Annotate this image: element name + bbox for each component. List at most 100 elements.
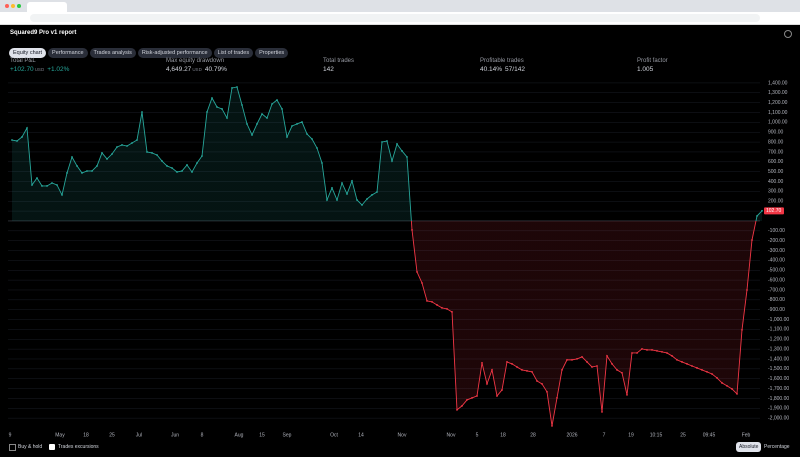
equity-point <box>246 123 248 125</box>
equity-point <box>181 170 183 172</box>
equity-point <box>156 154 158 156</box>
equity-point <box>71 156 73 158</box>
equity-point <box>646 349 648 351</box>
y-tick-label: 700.00 <box>768 149 784 155</box>
tab[interactable]: Risk-adjusted performance <box>137 48 212 58</box>
tab[interactable]: Trades analysis <box>89 48 136 58</box>
equity-point <box>81 172 83 174</box>
equity-point <box>416 271 418 273</box>
url-field[interactable] <box>30 14 760 22</box>
tab[interactable]: Properties <box>255 48 289 58</box>
window-max[interactable] <box>17 4 21 8</box>
settings-icon[interactable] <box>784 30 792 38</box>
equity-point <box>361 204 363 206</box>
x-tick-label: 10:15 <box>650 432 663 438</box>
equity-point <box>166 165 168 167</box>
button[interactable]: Percentage <box>764 444 790 450</box>
y-tick-label: -1,900.00 <box>768 406 789 412</box>
checkbox[interactable] <box>9 444 16 451</box>
equity-point <box>441 307 443 309</box>
extra: 40.79% <box>204 66 227 73</box>
equity-point <box>241 104 243 106</box>
equity-point <box>751 239 753 241</box>
x-tick-label: 25 <box>109 432 115 438</box>
y-tick-label: 500.00 <box>768 169 784 175</box>
equity-point <box>386 140 388 142</box>
equity-point <box>476 395 478 397</box>
tab[interactable]: Equity chart <box>9 48 47 58</box>
equity-point <box>196 162 198 164</box>
metric-label: Total trades <box>323 58 355 64</box>
equity-point <box>266 117 268 119</box>
browser-tab[interactable] <box>27 2 67 12</box>
equity-point <box>541 383 543 385</box>
equity-point <box>56 184 58 186</box>
y-tick-label: 1,200.00 <box>768 100 788 106</box>
equity-point <box>46 185 48 187</box>
equity-point <box>411 229 413 231</box>
window-min[interactable] <box>11 4 15 8</box>
equity-point <box>61 194 63 196</box>
checkbox-label: Trades excursions <box>58 444 99 450</box>
equity-point <box>756 215 758 217</box>
window-close[interactable] <box>5 4 9 8</box>
x-tick-label: Jul <box>136 432 142 438</box>
equity-point <box>736 392 738 395</box>
metric-value: +102.70USD +1.02% <box>10 66 69 73</box>
x-tick-label: Aug <box>235 432 244 438</box>
equity-point <box>221 108 223 110</box>
tab-row: Equity chart Performance Trades analysis Ri… <box>9 41 290 59</box>
equity-point <box>581 356 583 358</box>
equity-point <box>701 369 703 371</box>
x-tick-label: 25 <box>680 432 686 438</box>
tab[interactable]: Performance <box>48 48 88 58</box>
equity-point <box>626 393 628 396</box>
equity-point <box>106 158 108 160</box>
equity-point <box>691 365 693 367</box>
equity-point <box>21 136 23 138</box>
equity-point <box>306 133 308 135</box>
equity-point <box>451 311 453 313</box>
y-tick-label: -1,100.00 <box>768 327 789 333</box>
x-tick-label: 8 <box>201 432 204 438</box>
metric-label: Profit factor <box>637 58 668 64</box>
equity-point <box>686 363 688 365</box>
equity-point <box>671 355 673 357</box>
equity-point <box>636 352 638 354</box>
equity-point <box>596 365 598 367</box>
button[interactable]: Absolute <box>736 442 762 452</box>
equity-point <box>651 349 653 351</box>
equity-point <box>331 187 333 189</box>
equity-point <box>206 111 208 113</box>
y-tick-label: -400.00 <box>768 258 785 264</box>
equity-point <box>116 146 118 148</box>
x-tick-label: 28 <box>530 432 536 438</box>
footer: Buy & hold Trades excursions Absolute Pe… <box>0 440 800 457</box>
equity-point <box>96 165 98 167</box>
equity-point <box>66 172 68 174</box>
equity-point <box>316 147 318 149</box>
equity-point <box>726 385 728 387</box>
equity-point <box>466 399 468 401</box>
value: +102.70 <box>10 66 34 73</box>
x-tick-label: Nov <box>447 432 456 438</box>
tab[interactable]: List of trades <box>213 48 254 58</box>
y-tick-label: -1,800.00 <box>768 396 789 402</box>
equity-point <box>681 361 683 363</box>
equity-point <box>346 193 348 195</box>
equity-point <box>746 289 748 291</box>
equity-point <box>486 383 488 385</box>
y-tick-label: -300.00 <box>768 248 785 254</box>
equity-point <box>366 198 368 200</box>
equity-point <box>631 352 633 354</box>
x-tick-label: Jun <box>171 432 179 438</box>
equity-point <box>516 366 518 368</box>
unit: USD <box>192 67 202 72</box>
equity-point <box>251 134 253 136</box>
equity-point <box>371 194 373 196</box>
x-tick-label: 19 <box>628 432 634 438</box>
equity-point <box>236 86 238 88</box>
equity-point <box>561 369 563 371</box>
checkbox-checked[interactable] <box>49 444 55 450</box>
